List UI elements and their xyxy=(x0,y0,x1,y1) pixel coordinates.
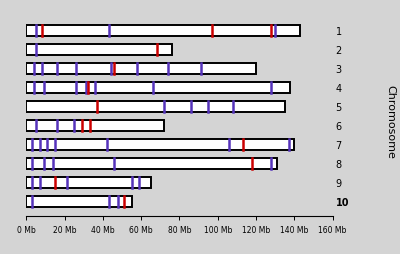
Text: 8: 8 xyxy=(336,159,342,169)
Bar xyxy=(26,121,164,132)
Text: 9: 9 xyxy=(336,178,342,188)
Bar xyxy=(26,196,132,208)
Text: 2: 2 xyxy=(336,45,342,56)
Text: 6: 6 xyxy=(336,121,342,131)
Text: 10: 10 xyxy=(336,197,349,207)
Bar xyxy=(26,26,300,37)
Bar xyxy=(26,158,277,170)
Bar xyxy=(26,177,151,189)
Text: 7: 7 xyxy=(336,140,342,150)
Bar xyxy=(26,102,285,113)
Text: 4: 4 xyxy=(336,83,342,93)
Bar xyxy=(26,45,172,56)
Text: 3: 3 xyxy=(336,65,342,74)
Bar xyxy=(26,139,294,151)
Bar xyxy=(26,83,290,94)
Bar xyxy=(26,64,256,75)
Text: Chromosome: Chromosome xyxy=(385,85,395,159)
Text: 1: 1 xyxy=(336,27,342,37)
Text: 5: 5 xyxy=(336,102,342,112)
